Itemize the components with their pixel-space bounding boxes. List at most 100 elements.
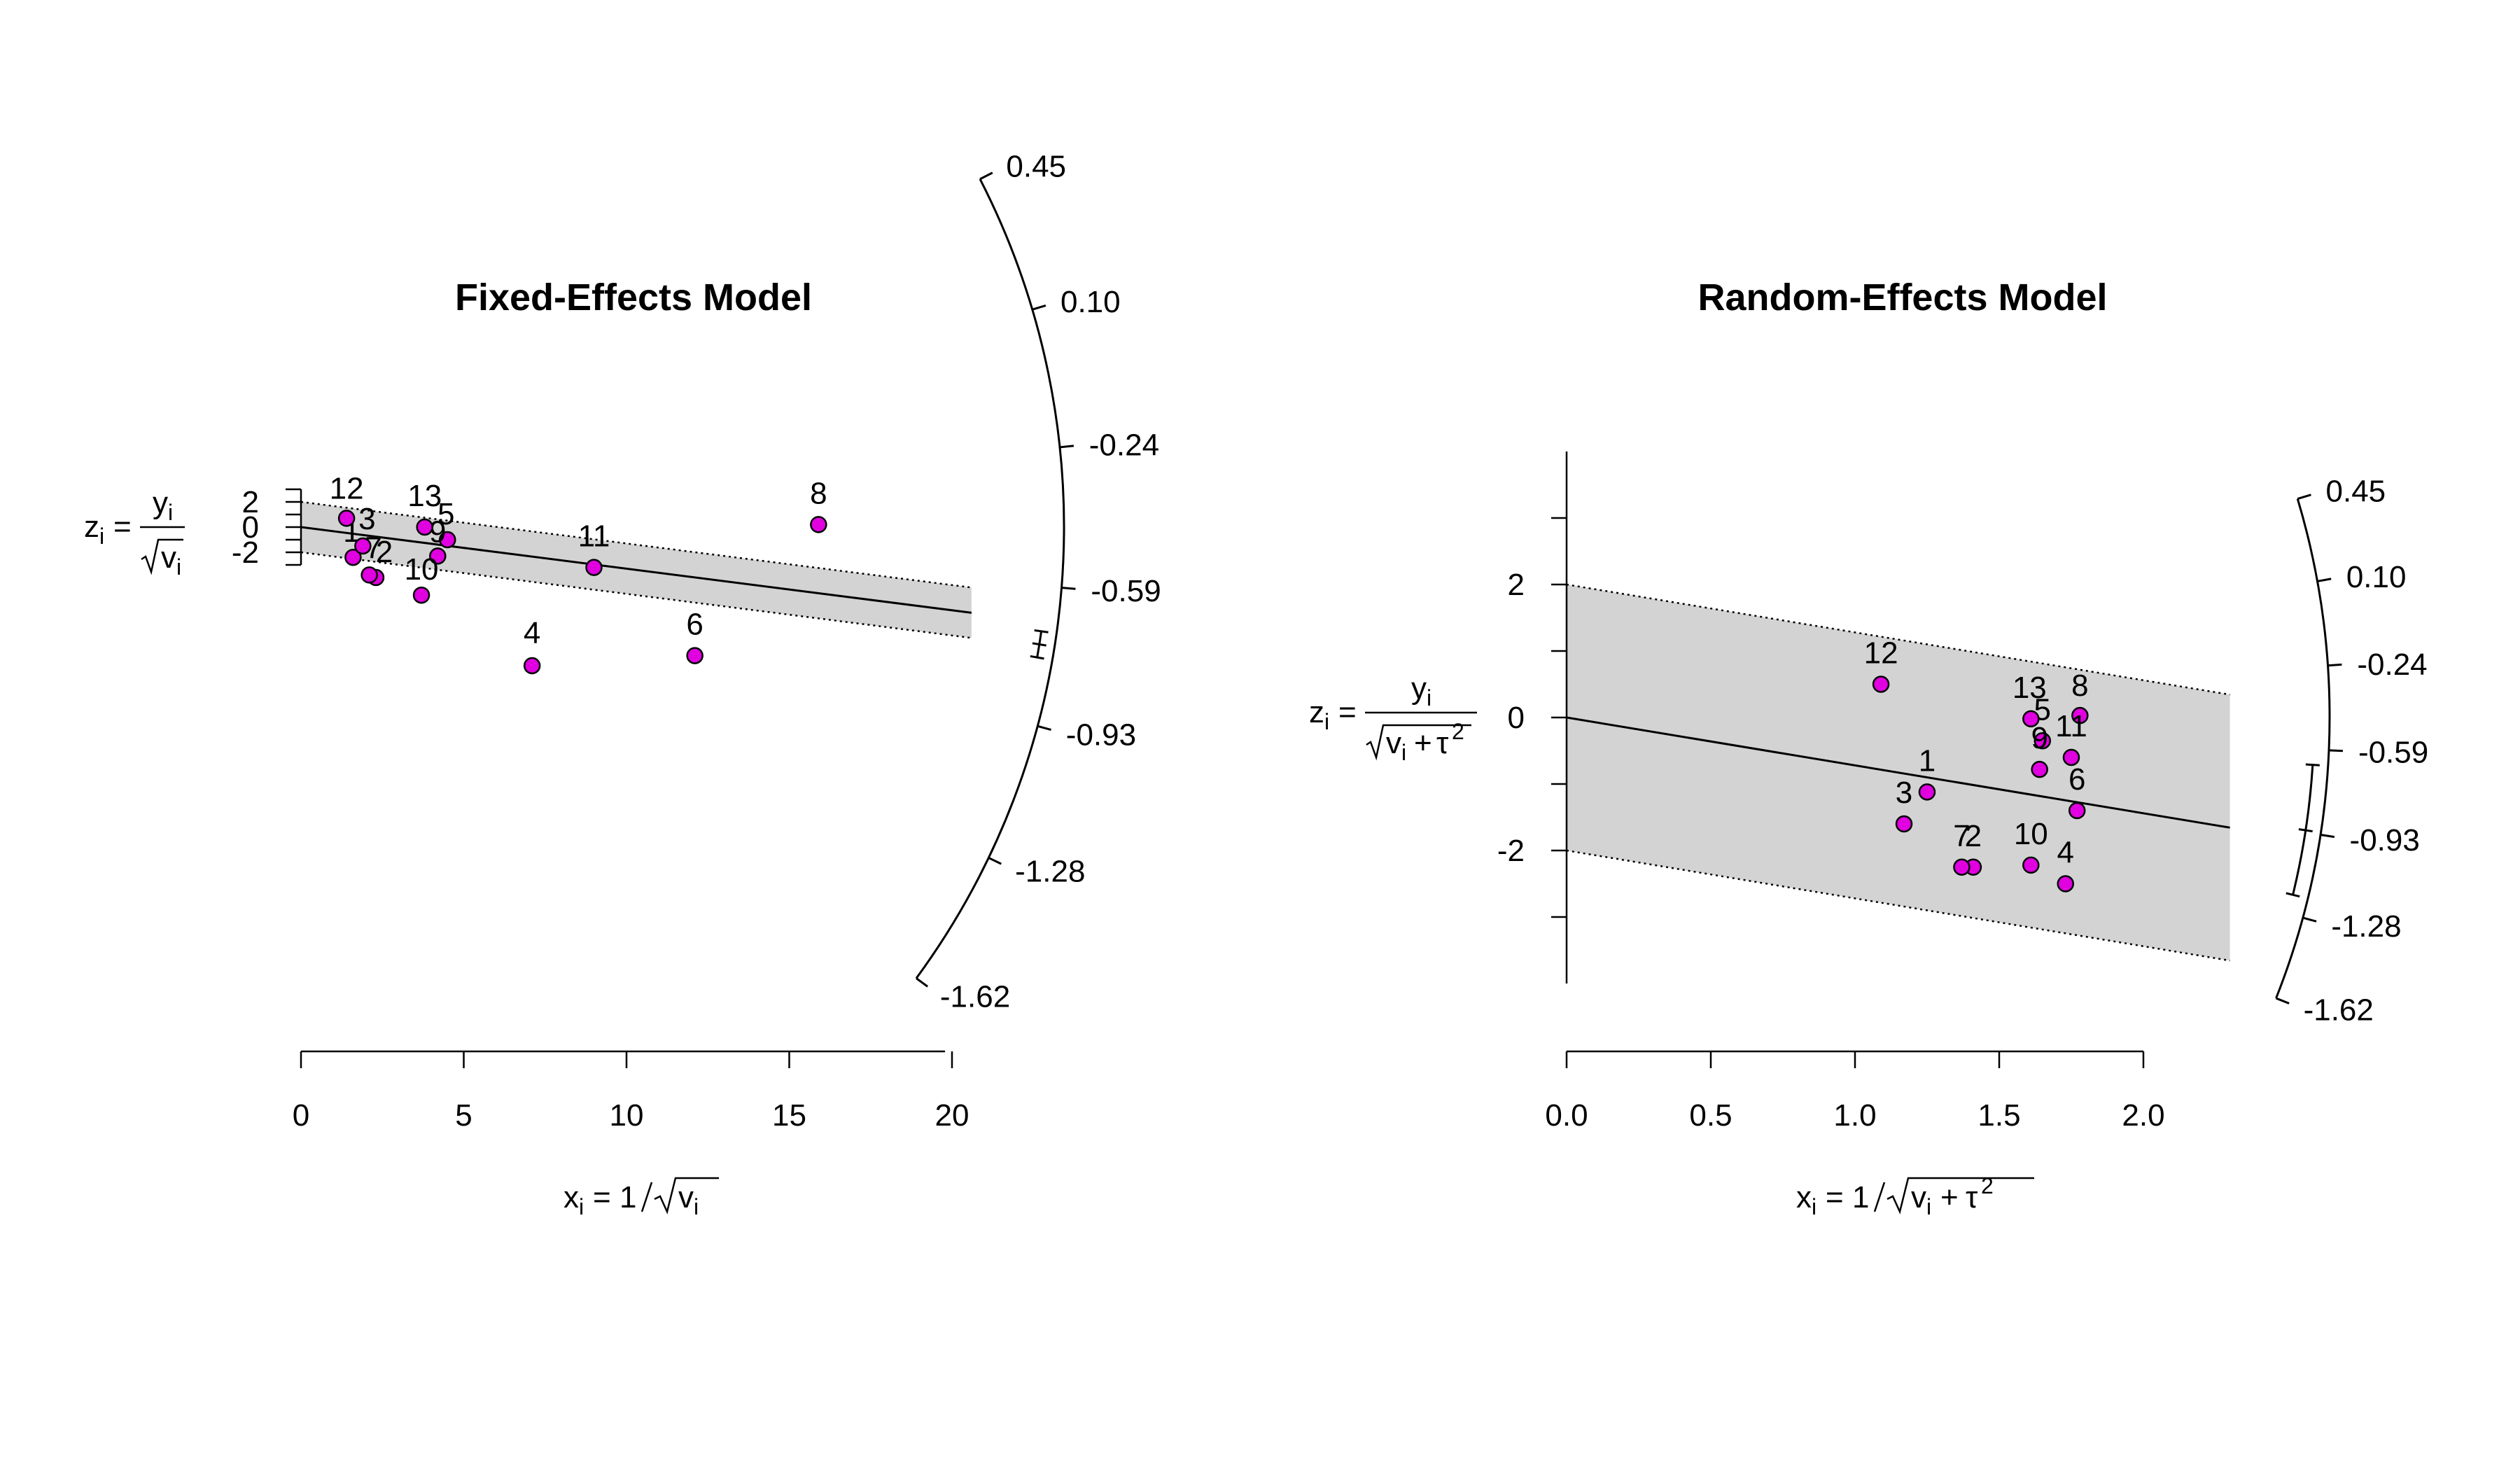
data-point <box>344 548 362 566</box>
arc-tick-mark <box>916 977 929 988</box>
arc-tick-mark <box>988 857 1002 865</box>
data-point-label: 12 <box>330 471 364 505</box>
data-point <box>523 657 541 675</box>
data-point <box>1918 783 1936 801</box>
arc-tick-label: -0.24 <box>1089 428 1159 463</box>
x-axis-title-v-subscript: i <box>694 1194 699 1219</box>
x-axis-title-v: v <box>678 1180 694 1214</box>
data-point <box>2022 710 2040 728</box>
data-point-label: 11 <box>578 519 610 554</box>
x-tick-label: 0 <box>293 1098 309 1133</box>
regression-line <box>1566 716 2230 829</box>
x-tick-label: 5 <box>455 1098 472 1133</box>
data-point <box>686 647 704 664</box>
y-axis-title-subscript: i <box>99 524 104 549</box>
data-point <box>2022 856 2040 874</box>
x-axis-title-equals: = <box>593 1180 611 1214</box>
x-axis-title-plus: + <box>1940 1180 1959 1214</box>
x-tick-label: 15 <box>772 1098 806 1133</box>
data-point <box>585 559 603 576</box>
x-axis-title-one: 1 <box>620 1180 636 1214</box>
data-point-label: 5 <box>438 497 454 531</box>
x-axis-title: x i = 1 v i <box>564 1177 719 1219</box>
arc-tick-label: 0.45 <box>2326 475 2386 509</box>
x-axis-title-slash <box>1873 1182 1886 1212</box>
radial-scale-arc <box>2275 498 2331 999</box>
y-tick-label: 2 <box>242 485 259 519</box>
x-axis-title-subscript: i <box>1812 1194 1816 1219</box>
data-point <box>360 566 378 584</box>
data-point-label: 7 <box>365 531 382 565</box>
arc-tick-label: -0.59 <box>1091 574 1161 608</box>
data-point <box>1872 676 1890 693</box>
y-axis-title: z i =y iv i + τ 2 <box>1309 671 1477 765</box>
ci-bracket-cap <box>2286 892 2300 898</box>
data-point-label: 2 <box>376 535 393 569</box>
arc-tick-mark <box>1061 587 1076 590</box>
arc-tick-label: 0.45 <box>1006 150 1066 184</box>
data-point <box>416 518 433 536</box>
x-axis-title: x i = 1 v i + τ 2 <box>1796 1173 2034 1219</box>
y-tick-label: 0 <box>242 510 259 545</box>
x-axis-title-sqrt <box>1886 1177 2034 1214</box>
data-point <box>439 531 456 549</box>
x-tick-label: 0.0 <box>1545 1098 1588 1133</box>
chart-title: Random-Effects Model <box>1698 276 2107 318</box>
x-axis-title-equals: = <box>1826 1180 1844 1214</box>
chart-title: Fixed-Effects Model <box>455 276 812 318</box>
y-axis-title-equals: = <box>113 510 132 544</box>
band-upper-edge <box>1566 583 2230 696</box>
arc-tick-mark <box>2297 493 2311 500</box>
data-point <box>354 537 372 555</box>
x-axis-title-slash <box>640 1182 653 1212</box>
band-lower-edge <box>300 551 972 639</box>
y-tick-label: 0 <box>1508 701 1525 735</box>
y-axis-title-v: v <box>161 540 176 575</box>
regression-line <box>300 526 972 614</box>
random-effects-panel: Random-Effects Model 0.0 0.5 1.0 1.5 2.0 2 0 -2 0… <box>1309 276 2428 1219</box>
y-axis-title-y-subscript: i <box>168 500 173 525</box>
data-point-label: 8 <box>810 476 827 510</box>
arc-tick-label: 0.10 <box>1060 285 1121 319</box>
arc-tick-mark <box>2328 663 2342 667</box>
data-point-label: 6 <box>686 608 703 642</box>
y-axis-title: z i =y iv i <box>84 486 185 580</box>
y-tick-label: 2 <box>1508 568 1525 602</box>
data-point-label: 6 <box>2068 762 2085 797</box>
data-point <box>337 510 356 527</box>
data-point <box>1895 815 1913 833</box>
band-upper-edge <box>300 500 972 589</box>
arc-tick-mark <box>1037 724 1051 732</box>
x-axis-title-v: v <box>1911 1180 1926 1214</box>
band-lower-edge <box>1566 849 2230 962</box>
x-tick-label: 2.0 <box>2122 1098 2164 1133</box>
data-point <box>2033 732 2052 750</box>
x-axis-title-text: x <box>564 1180 579 1214</box>
data-point-label: 3 <box>358 502 375 536</box>
x-axis-title-sqrt <box>654 1177 719 1214</box>
arc-tick-mark <box>2328 749 2344 752</box>
ci-bracket-cap <box>1034 629 1049 634</box>
x-axis-title-subscript: i <box>579 1194 584 1219</box>
x-axis-title-one: 1 <box>1852 1180 1869 1214</box>
data-point <box>2068 802 2086 820</box>
y-axis-title-equals: = <box>1338 695 1357 729</box>
data-point-label: 7 <box>1953 819 1970 853</box>
data-point <box>2057 875 2075 892</box>
y-axis-title-v: v <box>1386 726 1401 760</box>
ci-bracket-cap <box>2305 763 2320 766</box>
data-point-label: 2 <box>1965 819 1982 853</box>
y-axis-title-v-subscript: i <box>176 554 181 580</box>
data-point <box>412 586 430 604</box>
data-point-label: 11 <box>2055 709 2087 743</box>
data-point <box>2062 748 2080 766</box>
y-axis-title-text: z <box>84 510 99 544</box>
arc-tick-mark <box>2275 997 2290 1004</box>
x-axis-title-tau: τ <box>1966 1180 1978 1214</box>
radial-scale-arc <box>915 178 1065 979</box>
arc-tick-label: -1.28 <box>2331 909 2401 944</box>
data-point <box>429 547 447 565</box>
x-axis-title-tau-exponent: 2 <box>1981 1173 1994 1198</box>
arc-tick-mark <box>2302 916 2317 923</box>
